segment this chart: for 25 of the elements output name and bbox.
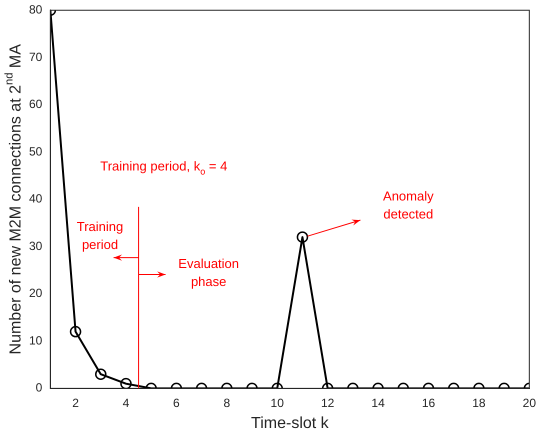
y-axis-title: Number of new M2M connections at 2nd MA bbox=[4, 44, 24, 354]
y-tick-label: 50 bbox=[28, 144, 43, 158]
x-tick-label: 16 bbox=[422, 396, 436, 410]
annotation: Evaluation phase bbox=[178, 256, 240, 290]
y-tick-label: 40 bbox=[28, 192, 43, 206]
x-tick-label: 14 bbox=[371, 396, 386, 410]
x-tick-label: 2 bbox=[72, 396, 80, 410]
x-tick-label: 10 bbox=[270, 396, 284, 410]
y-tick-label: 10 bbox=[28, 333, 43, 348]
y-tick-label: 80 bbox=[28, 2, 43, 17]
x-tick-label: 18 bbox=[472, 396, 486, 410]
x-tick-label: 8 bbox=[223, 396, 230, 410]
x-axis-title: Time-slot k bbox=[251, 414, 330, 432]
y-tick-label: 20 bbox=[28, 286, 43, 300]
x-tick-label: 6 bbox=[173, 396, 180, 410]
y-tick-label: 70 bbox=[28, 50, 43, 64]
x-tick-label: 4 bbox=[122, 396, 130, 410]
point bbox=[296, 231, 308, 243]
annotation: Training period bbox=[76, 219, 124, 252]
x-tick-label: 12 bbox=[320, 396, 335, 410]
y-tick-label: 60 bbox=[28, 97, 43, 112]
y-tick-label: 0 bbox=[36, 380, 43, 395]
y-tick-label: 30 bbox=[28, 238, 43, 253]
x-tick-label: 20 bbox=[522, 396, 536, 410]
annotation: Anomaly detected bbox=[383, 188, 434, 222]
